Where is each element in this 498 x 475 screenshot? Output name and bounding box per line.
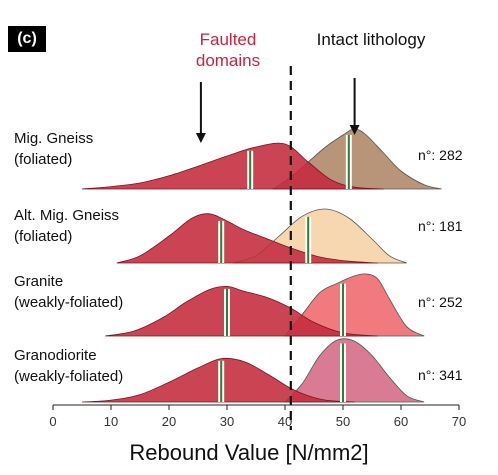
- x-tick-label-10: 10: [104, 414, 118, 429]
- panel-label: (c): [8, 26, 46, 52]
- sample-count-granodiorite: n°: 341: [418, 367, 463, 383]
- sample-count-mig-gneiss: n°: 282: [418, 147, 463, 163]
- x-tick-label-70: 70: [452, 414, 466, 429]
- row-label-granite: Granite (weakly-foliated): [14, 271, 123, 313]
- intact-lithology-annotation: Intact lithology: [316, 30, 426, 49]
- sample-count-granite: n°: 252: [418, 294, 463, 310]
- sample-count-alt-mig-gneiss: n°: 181: [418, 218, 463, 234]
- faulted-annotation-line-2: domains: [195, 51, 261, 70]
- row-label-line-2: (foliated): [14, 228, 73, 245]
- faulted-arrow-head: [195, 133, 206, 143]
- faulted-density-0: [81, 142, 384, 190]
- row-label-line-1: Granite: [14, 273, 64, 290]
- x-tick-label-60: 60: [394, 414, 408, 429]
- row-label-line-1: Alt. Mig. Gneiss: [14, 207, 120, 224]
- x-tick-label-50: 50: [336, 414, 350, 429]
- row-label-line-1: Mig. Gneiss: [14, 130, 94, 147]
- row-label-line-2: (weakly-foliated): [14, 294, 124, 311]
- faulted-domains-annotation: Faulted domains: [178, 29, 278, 71]
- row-label-alt-mig-gneiss: Alt. Mig. Gneiss (foliated): [14, 205, 119, 247]
- row-label-granodiorite: Granodiorite (weakly-foliated): [14, 345, 123, 387]
- faulted-density-2: [105, 285, 378, 337]
- intact-arrow-head: [349, 125, 360, 135]
- row-label-line-2: (foliated): [14, 151, 73, 168]
- x-tick-label-0: 0: [49, 414, 56, 429]
- row-label-mig-gneiss: Mig. Gneiss (foliated): [14, 128, 93, 170]
- faulted-annotation-line-1: Faulted: [199, 30, 257, 49]
- row-label-line-1: Granodiorite: [14, 347, 97, 364]
- x-tick-label-20: 20: [162, 414, 176, 429]
- x-tick-label-40: 40: [278, 414, 292, 429]
- intact-density-3: [284, 338, 425, 403]
- intact-density-2: [284, 273, 425, 337]
- row-label-line-2: (weakly-foliated): [14, 368, 124, 385]
- x-tick-label-30: 30: [220, 414, 234, 429]
- faulted-density-1: [116, 213, 378, 264]
- x-axis-title: Rebound Value [N/mm2]: [129, 440, 369, 465]
